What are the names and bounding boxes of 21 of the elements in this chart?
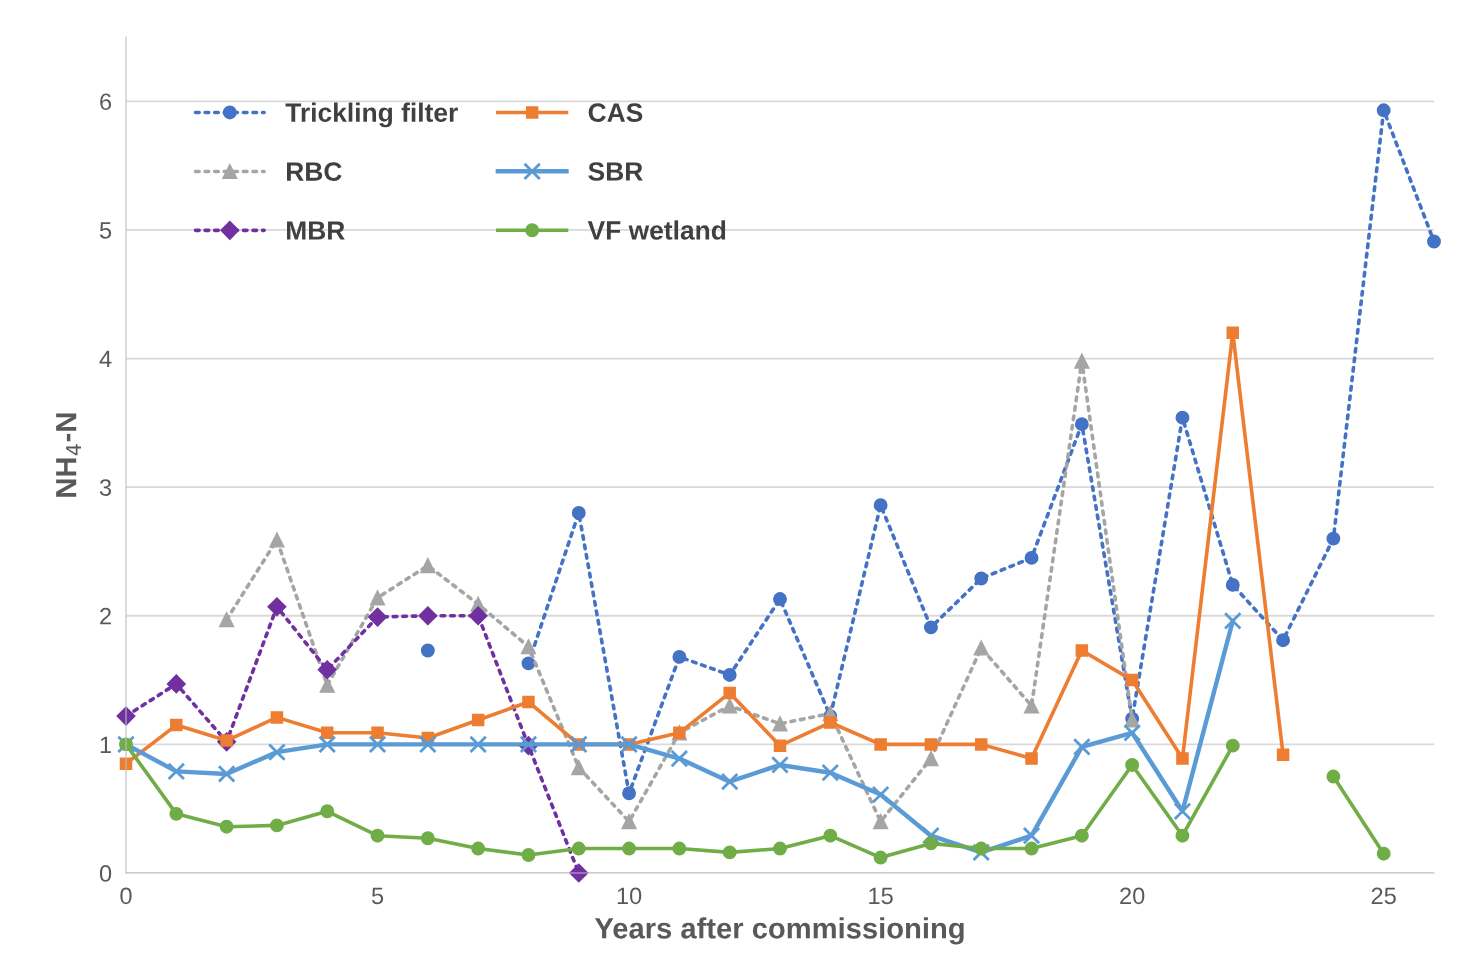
y-tick-label: 1 (100, 736, 111, 753)
y-tick-label: 4 (99, 350, 112, 368)
y-tick-label: 6 (100, 93, 112, 111)
x-tick-label: 0 (120, 887, 132, 905)
legend-label: SBR (588, 162, 643, 181)
legend-label: RBC (287, 162, 342, 181)
x-axis-title: Years after commissioning (594, 917, 964, 945)
y-axis-title: NH$_{4}$-N (56, 413, 81, 497)
legend-label: Trickling filter (285, 102, 458, 128)
y-tick-label: 5 (99, 222, 112, 239)
x-tick-label: 10 (617, 887, 642, 905)
legend-label: VF wetland (587, 220, 726, 240)
legend-label: MBR (287, 221, 345, 240)
x-tick-label: 20 (1120, 887, 1145, 905)
x-tick-label: 5 (371, 887, 384, 905)
x-tick-label: 15 (869, 887, 893, 905)
y-tick-label: 0 (99, 865, 112, 882)
y-tick-label: 3 (99, 479, 112, 496)
y-tick-label: 2 (100, 607, 111, 625)
legend-label: CAS (588, 103, 643, 122)
x-tick-label: 25 (1371, 887, 1396, 905)
